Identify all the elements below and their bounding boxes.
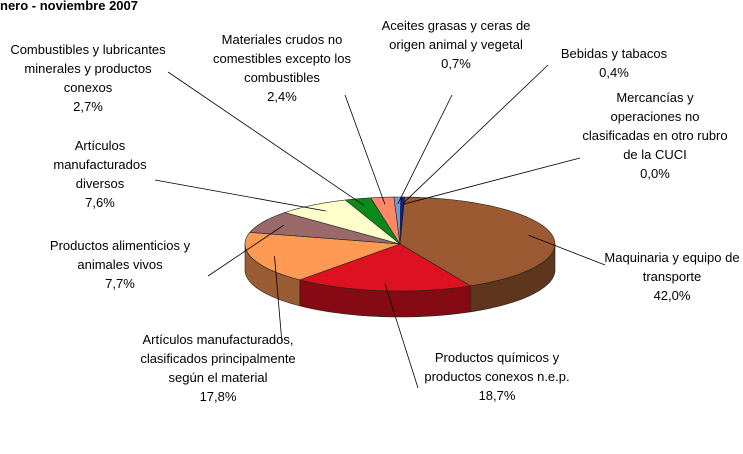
category-name: Bebidas y tabacos — [560, 46, 668, 61]
slice — [244, 232, 401, 281]
slice-label: Productos alimenticios y animales vivos 7… — [30, 236, 210, 293]
leader-line — [528, 234, 606, 266]
leader-line — [167, 71, 365, 206]
leader-line — [397, 94, 453, 205]
category-name: Mercancías y operaciones no clasificadas… — [582, 90, 728, 162]
leader-line — [274, 256, 283, 344]
category-name: Artículos manufacturados, clasificados p… — [140, 332, 296, 385]
leader-line — [402, 64, 549, 205]
value-label: 2,7% — [73, 99, 103, 114]
slice-label: Artículos manufacturados diversos 7,6% — [45, 136, 155, 212]
category-name: Combustibles y lubricantes minerales y p… — [10, 42, 166, 95]
value-label: 7,6% — [85, 195, 115, 210]
slice-label: Materiales crudos no comestibles excepto… — [202, 30, 362, 106]
slice-label: Mercancías y operaciones no clasificadas… — [580, 88, 730, 183]
category-name: Materiales crudos no comestibles excepto… — [212, 32, 351, 85]
slice-label: Aceites grasas y ceras de origen animal … — [381, 16, 531, 73]
slice — [298, 243, 472, 292]
category-name: Aceites grasas y ceras de origen animal … — [381, 18, 531, 52]
value-label: 0,0% — [640, 166, 670, 181]
slice-label: Bebidas y tabacos 0,4% — [549, 44, 679, 82]
slice — [249, 212, 401, 245]
value-label: 2,4% — [267, 89, 297, 104]
category-name: Productos alimenticios y animales vivos — [49, 238, 191, 272]
leader-line — [384, 283, 419, 389]
slice-label: Maquinaria y equipo de transporte 42,0% — [597, 248, 743, 305]
slice-label: Productos químicos y productos conexos n… — [417, 348, 577, 405]
tops — [244, 196, 556, 292]
category-name: Productos químicos y productos conexos n… — [424, 350, 570, 384]
value-label: 7,7% — [105, 276, 135, 291]
slice-label: Combustibles y lubricantes minerales y p… — [1, 40, 176, 116]
slice-label: Artículos manufacturados, clasificados p… — [138, 330, 298, 406]
slice — [344, 197, 401, 245]
value-label: 18,7% — [478, 388, 516, 403]
slice — [399, 196, 556, 287]
chart-title: nero - noviembre 2007 — [0, 0, 138, 13]
leader-line — [403, 157, 581, 205]
slice — [283, 199, 401, 245]
value-label: 17,8% — [199, 389, 237, 404]
leaders — [154, 64, 606, 389]
category-name: Artículos manufacturados diversos — [53, 138, 147, 191]
slice — [393, 196, 402, 245]
leader-line — [154, 179, 326, 212]
category-name: Maquinaria y equipo de transporte — [604, 250, 740, 284]
value-label: 42,0% — [653, 288, 691, 303]
value-label: 0,7% — [441, 56, 471, 71]
leader-line — [344, 94, 386, 205]
sides — [244, 243, 556, 318]
leader-line — [207, 224, 285, 277]
value-label: 0,4% — [599, 65, 629, 80]
